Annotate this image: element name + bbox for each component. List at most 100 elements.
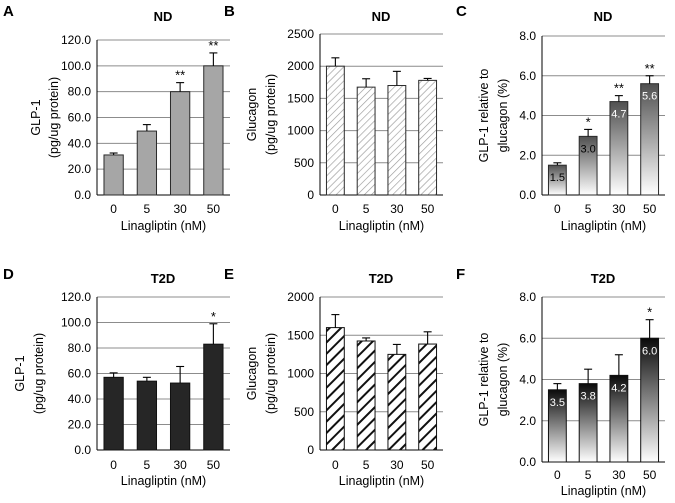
significance-marker: ** xyxy=(645,61,655,76)
x-tick-label: 50 xyxy=(643,468,657,482)
x-axis-label: Linagliptin (nM) xyxy=(561,484,646,498)
x-tick-label: 50 xyxy=(421,458,435,472)
y-tick-label: 0.0 xyxy=(519,455,536,469)
data-label: 1.5 xyxy=(550,172,565,184)
bar xyxy=(356,340,376,451)
bar xyxy=(136,130,158,196)
y-tick-label: 40.0 xyxy=(68,136,92,150)
y-axis-label: GLP-1 xyxy=(29,99,43,135)
x-tick-label: 0 xyxy=(554,202,561,216)
bar xyxy=(203,65,224,196)
x-tick-label: 5 xyxy=(585,202,592,216)
y-tick-label: 0 xyxy=(307,188,314,202)
panel-e: E T2D 0 500 1000 1500 2000 0 5 30 50 Linagliptin (n… xyxy=(224,266,443,488)
significance-marker: ** xyxy=(614,81,624,96)
bar xyxy=(387,353,407,451)
y-tick-label: 4.0 xyxy=(519,373,536,387)
y-tick-label: 100.0 xyxy=(61,316,91,330)
y-tick-label: 4.0 xyxy=(519,109,536,123)
data-label: 6.0 xyxy=(642,345,657,357)
x-tick-label: 30 xyxy=(390,458,404,472)
y-tick-label: 1500 xyxy=(287,91,314,105)
data-label: 4.7 xyxy=(611,109,626,121)
chart-title: T2D xyxy=(151,271,176,286)
x-tick-label: 0 xyxy=(332,458,339,472)
y-tick-label: 2500 xyxy=(287,27,314,41)
y-tick-label: 500 xyxy=(294,156,314,170)
y-tick-label: 0.0 xyxy=(74,443,91,457)
data-label: 3.5 xyxy=(550,397,565,409)
chart-title: T2D xyxy=(369,271,394,286)
bar xyxy=(103,376,124,451)
y-axis-unit-label: glucagon (%) xyxy=(496,343,510,417)
y-axis-unit-label: (pg/ug protein) xyxy=(32,333,46,414)
data-label: 3.8 xyxy=(580,391,595,403)
x-tick-label: 5 xyxy=(144,202,151,216)
data-label: 5.6 xyxy=(642,91,657,103)
y-tick-label: 0.0 xyxy=(519,188,536,202)
significance-marker: ** xyxy=(208,38,218,53)
y-axis-unit-label: (pg/ug protein) xyxy=(47,77,61,158)
chart-title: ND xyxy=(154,9,173,24)
y-tick-label: 500 xyxy=(294,405,314,419)
bar xyxy=(136,380,158,451)
x-tick-label: 0 xyxy=(332,202,339,216)
y-tick-label: 8.0 xyxy=(519,290,536,304)
x-tick-label: 5 xyxy=(363,458,370,472)
significance-marker: * xyxy=(586,114,591,129)
x-tick-label: 30 xyxy=(612,468,626,482)
x-axis-label: Linagliptin (nM) xyxy=(121,474,206,488)
y-tick-label: 20.0 xyxy=(68,162,92,176)
x-tick-label: 5 xyxy=(585,468,592,482)
panel-b: B ND 0 500 1000 1500 2000 2500 0 5 30 50 Linagliptin… xyxy=(224,3,443,233)
panel-letter: E xyxy=(224,266,234,283)
y-tick-label: 60.0 xyxy=(68,367,92,381)
panel-letter: C xyxy=(456,3,467,20)
x-axis-label: Linagliptin (nM) xyxy=(339,474,424,488)
bar xyxy=(103,154,124,196)
y-tick-label: 2000 xyxy=(287,59,314,73)
panel-letter: D xyxy=(3,266,14,283)
significance-marker: * xyxy=(211,309,216,324)
chart-title: ND xyxy=(372,9,391,24)
y-axis-unit-label: glucagon (%) xyxy=(496,79,510,153)
data-label: 3.0 xyxy=(580,143,595,155)
y-tick-label: 1000 xyxy=(287,367,314,381)
y-tick-label: 2.0 xyxy=(519,414,536,428)
bar xyxy=(325,65,345,196)
y-axis-label: Glucagon xyxy=(245,88,259,142)
y-tick-label: 100.0 xyxy=(61,59,91,73)
y-tick-label: 6.0 xyxy=(519,69,536,83)
bar xyxy=(169,91,191,196)
y-tick-label: 1500 xyxy=(287,328,314,342)
x-tick-label: 0 xyxy=(110,458,117,472)
panel-f: F T2D 0.0 2.0 4.0 6.0 8.0 3.5 0 3.8 5 4.2 30 * 6.0 50 Li… xyxy=(456,266,665,498)
panel-letter: B xyxy=(224,3,235,20)
y-axis-unit-label: (pg/ug protein) xyxy=(264,333,278,414)
y-axis-label: GLP-1 relative to xyxy=(477,69,491,163)
bar xyxy=(203,343,224,451)
x-axis-label: Linagliptin (nM) xyxy=(339,219,424,233)
y-tick-label: 8.0 xyxy=(519,29,536,43)
bar xyxy=(418,79,438,196)
x-tick-label: 0 xyxy=(110,202,117,216)
y-tick-label: 80.0 xyxy=(68,341,92,355)
x-tick-label: 30 xyxy=(173,458,187,472)
y-axis-label: GLP-1 relative to xyxy=(477,333,491,427)
bar xyxy=(169,382,191,451)
x-axis-label: Linagliptin (nM) xyxy=(561,219,646,233)
bar xyxy=(356,86,376,196)
chart-title: ND xyxy=(594,9,613,24)
y-tick-label: 40.0 xyxy=(68,392,92,406)
x-tick-label: 30 xyxy=(612,202,626,216)
y-tick-label: 20.0 xyxy=(68,418,92,432)
y-tick-label: 2000 xyxy=(287,290,314,304)
bar xyxy=(325,327,345,451)
x-tick-label: 30 xyxy=(390,202,404,216)
y-tick-label: 120.0 xyxy=(61,290,91,304)
y-tick-label: 120.0 xyxy=(61,33,91,47)
y-tick-label: 0 xyxy=(307,443,314,457)
y-axis-label: Glucagon xyxy=(245,347,259,401)
panel-a: A ND 0.0 20.0 40.0 60.0 80.0 100.0 120.0 0 5 ** 30 **… xyxy=(3,3,230,233)
panel-letter: A xyxy=(3,3,14,20)
